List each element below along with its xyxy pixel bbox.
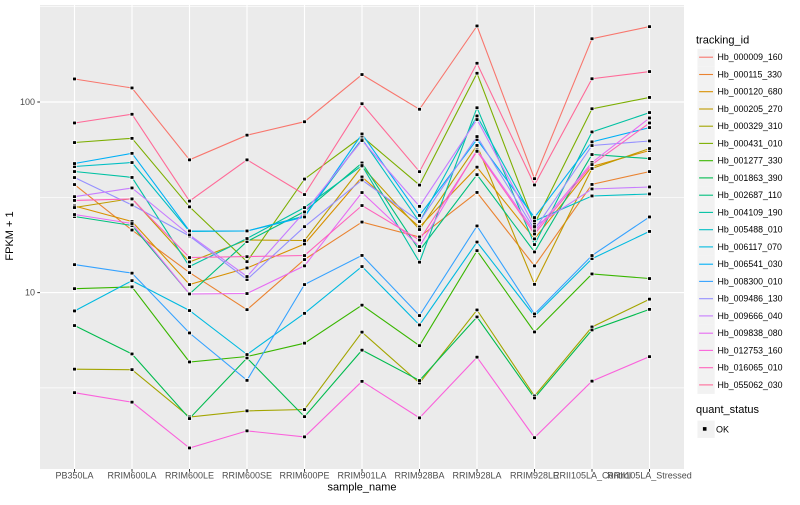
svg-text:Hb_004109_190: Hb_004109_190	[718, 207, 783, 217]
svg-text:Hb_000205_270: Hb_000205_270	[718, 104, 783, 114]
svg-text:RRIM600SE: RRIM600SE	[222, 471, 272, 481]
svg-text:10: 10	[25, 288, 35, 298]
svg-text:Hb_009838_080: Hb_009838_080	[718, 328, 783, 338]
svg-text:sample_name: sample_name	[327, 482, 396, 494]
svg-text:RRIM600PE: RRIM600PE	[279, 471, 329, 481]
svg-text:quant_status: quant_status	[696, 404, 759, 416]
svg-text:Hb_009486_130: Hb_009486_130	[718, 294, 783, 304]
svg-text:Hb_002687_110: Hb_002687_110	[718, 190, 783, 200]
svg-text:RRII105LA_Control: RRII105LA_Control	[553, 471, 631, 481]
svg-text:Hb_016065_010: Hb_016065_010	[718, 363, 783, 373]
svg-text:Hb_012753_160: Hb_012753_160	[718, 345, 783, 355]
svg-text:Hb_000115_330: Hb_000115_330	[718, 69, 783, 79]
svg-text:FPKM + 1: FPKM + 1	[4, 211, 16, 260]
svg-text:Hb_006117_070: Hb_006117_070	[718, 242, 783, 252]
svg-text:Hb_000120_680: Hb_000120_680	[718, 87, 783, 97]
svg-text:RRIM928BA: RRIM928BA	[394, 471, 444, 481]
svg-text:RRIM600LA: RRIM600LA	[107, 471, 156, 481]
svg-text:tracking_id: tracking_id	[696, 35, 749, 47]
svg-text:Hb_009666_040: Hb_009666_040	[718, 311, 783, 321]
svg-text:RRII105LA_Stressed: RRII105LA_Stressed	[607, 471, 692, 481]
svg-text:Hb_055062_030: Hb_055062_030	[718, 380, 783, 390]
svg-text:RRIM600LE: RRIM600LE	[165, 471, 214, 481]
svg-text:Hb_008300_010: Hb_008300_010	[718, 276, 783, 286]
svg-text:OK: OK	[716, 424, 729, 434]
svg-text:Hb_000431_010: Hb_000431_010	[718, 138, 783, 148]
svg-text:Hb_001277_330: Hb_001277_330	[718, 156, 783, 166]
svg-text:RRIM901LA: RRIM901LA	[337, 471, 386, 481]
svg-text:Hb_001863_390: Hb_001863_390	[718, 173, 783, 183]
svg-text:Hb_005488_010: Hb_005488_010	[718, 225, 783, 235]
svg-text:RRIM928LE: RRIM928LE	[510, 471, 559, 481]
svg-text:RRIM928LA: RRIM928LA	[452, 471, 501, 481]
svg-text:Hb_000009_160: Hb_000009_160	[718, 52, 783, 62]
svg-text:Hb_006541_030: Hb_006541_030	[718, 259, 783, 269]
svg-text:Hb_000329_310: Hb_000329_310	[718, 121, 783, 131]
svg-text:100: 100	[20, 97, 35, 107]
svg-text:PB350LA: PB350LA	[55, 471, 93, 481]
